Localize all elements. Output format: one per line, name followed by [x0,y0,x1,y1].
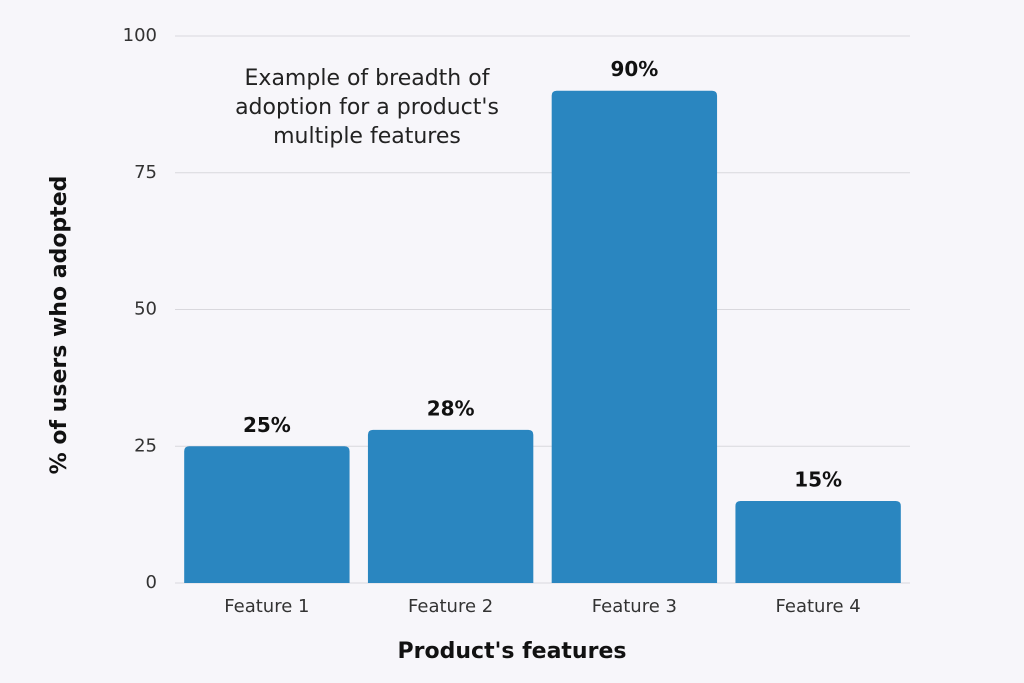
y-tick-label: 75 [134,162,157,183]
value-label: 90% [610,57,658,81]
value-label: 28% [427,396,475,420]
value-label: 15% [794,467,842,491]
x-axis-title: Product's features [398,639,627,664]
annotation: Example of breadth of adoption for a pro… [235,66,499,149]
y-axis-title: % of users who adopted [47,176,72,475]
x-tick-label: Feature 2 [408,596,493,617]
bar [735,500,901,583]
bar [551,90,718,583]
y-tick-label: 50 [134,299,157,320]
y-tick-label: 0 [146,572,157,593]
x-tick-label: Feature 3 [592,596,677,617]
x-tick-label: Feature 1 [224,596,309,617]
value-label: 25% [243,413,291,437]
bar [367,429,534,583]
x-tick-label: Feature 4 [776,596,861,617]
bar [184,446,350,583]
y-tick-label: 100 [123,25,157,46]
y-tick-label: 25 [134,435,157,456]
